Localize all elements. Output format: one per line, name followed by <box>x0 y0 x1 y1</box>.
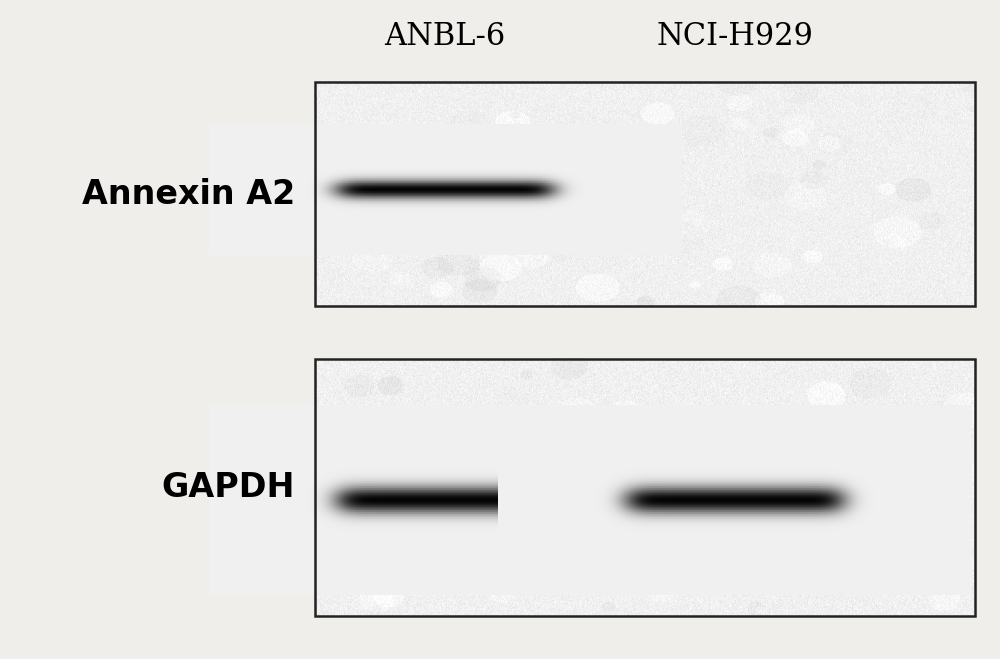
Text: ANBL-6: ANBL-6 <box>384 20 506 52</box>
Text: NCI-H929: NCI-H929 <box>657 20 813 52</box>
Bar <box>315 359 975 616</box>
Text: Annexin A2: Annexin A2 <box>82 178 295 211</box>
Text: GAPDH: GAPDH <box>162 471 295 504</box>
Bar <box>315 82 975 306</box>
